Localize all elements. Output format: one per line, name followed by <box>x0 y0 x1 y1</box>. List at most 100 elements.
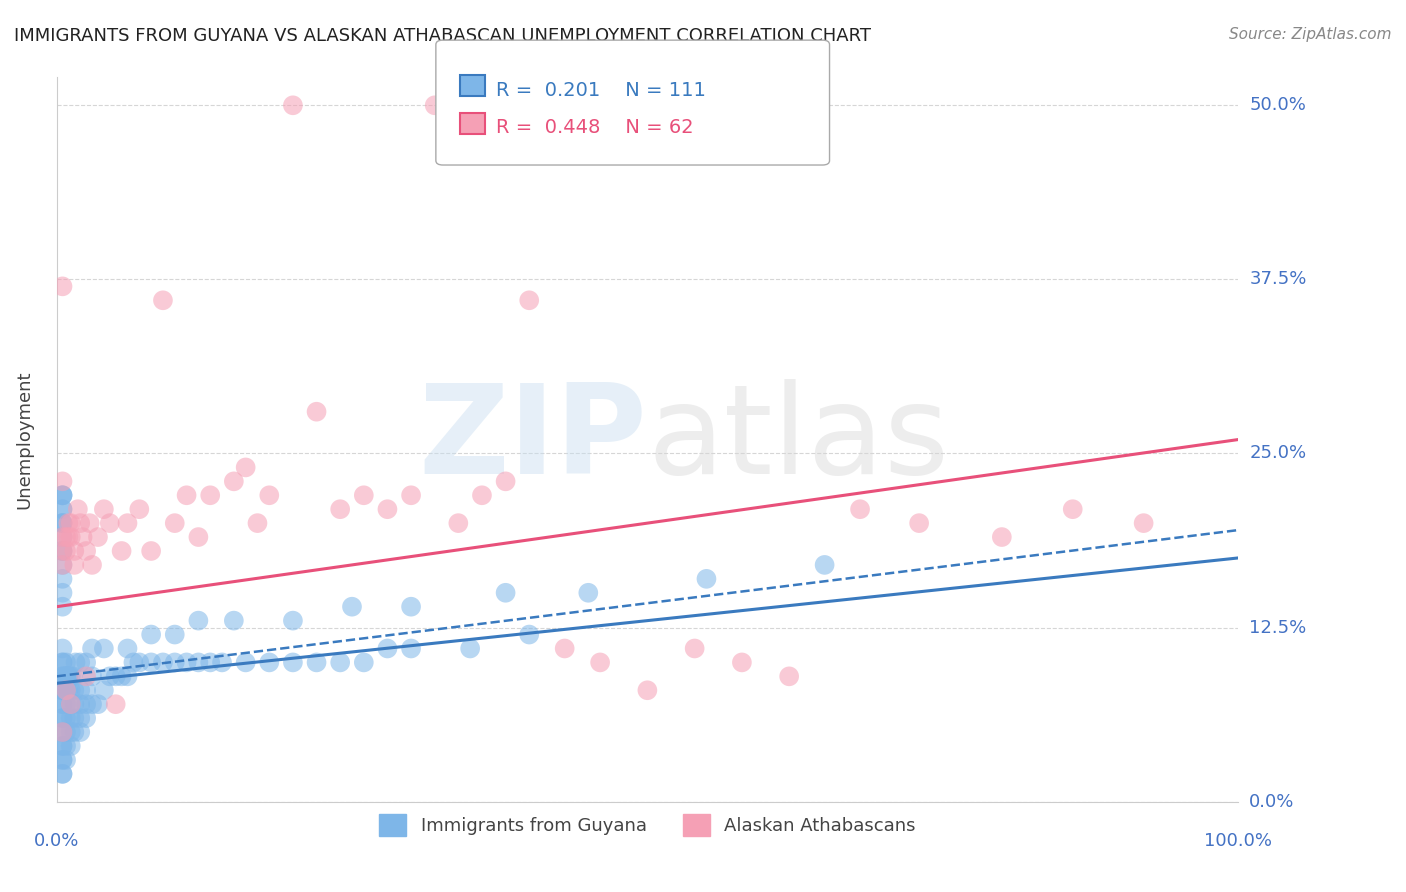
Point <box>63 725 86 739</box>
Point <box>51 586 73 600</box>
Point <box>98 669 121 683</box>
Point <box>51 516 73 530</box>
Point <box>51 739 73 753</box>
Point <box>55 697 77 711</box>
Point <box>93 641 115 656</box>
Point <box>495 586 517 600</box>
Point <box>87 530 110 544</box>
Point <box>471 488 494 502</box>
Point <box>51 544 73 558</box>
Point <box>58 530 80 544</box>
Point <box>93 502 115 516</box>
Point <box>51 725 73 739</box>
Point <box>59 530 82 544</box>
Point <box>80 641 103 656</box>
Point <box>51 530 73 544</box>
Point <box>139 627 162 641</box>
Point <box>58 683 80 698</box>
Point <box>59 683 82 698</box>
Point <box>51 683 73 698</box>
Point <box>222 614 245 628</box>
Point <box>51 530 73 544</box>
Point <box>55 725 77 739</box>
Point <box>59 697 82 711</box>
Point <box>259 656 281 670</box>
Point <box>187 614 209 628</box>
Point <box>79 516 101 530</box>
Point <box>63 683 86 698</box>
Point <box>187 656 209 670</box>
Text: 100.0%: 100.0% <box>1204 832 1272 850</box>
Text: IMMIGRANTS FROM GUYANA VS ALASKAN ATHABASCAN UNEMPLOYMENT CORRELATION CHART: IMMIGRANTS FROM GUYANA VS ALASKAN ATHABA… <box>14 27 872 45</box>
Point <box>51 279 73 293</box>
Point <box>139 656 162 670</box>
Text: 25.0%: 25.0% <box>1250 444 1306 462</box>
Point <box>63 711 86 725</box>
Point <box>75 711 97 725</box>
Point <box>176 488 198 502</box>
Point <box>51 488 73 502</box>
Point <box>51 697 73 711</box>
Text: atlas: atlas <box>647 379 949 500</box>
Point <box>55 683 77 698</box>
Point <box>51 739 73 753</box>
Point <box>152 656 174 670</box>
Point <box>305 656 328 670</box>
Point <box>163 627 186 641</box>
Point <box>110 669 132 683</box>
Point <box>731 656 754 670</box>
Point <box>51 516 73 530</box>
Point <box>163 516 186 530</box>
Point <box>128 656 150 670</box>
Point <box>259 488 281 502</box>
Point <box>55 669 77 683</box>
Point <box>246 516 269 530</box>
Point <box>399 641 422 656</box>
Point <box>66 502 89 516</box>
Point <box>59 725 82 739</box>
Point <box>69 697 91 711</box>
Point <box>695 572 717 586</box>
Point <box>80 697 103 711</box>
Point <box>329 502 352 516</box>
Point <box>51 697 73 711</box>
Point <box>122 656 145 670</box>
Point <box>72 530 94 544</box>
Point <box>110 544 132 558</box>
Point <box>59 669 82 683</box>
Point <box>447 516 470 530</box>
Point <box>51 669 73 683</box>
Text: R =  0.448    N = 62: R = 0.448 N = 62 <box>496 118 695 137</box>
Point <box>55 530 77 544</box>
Point <box>75 656 97 670</box>
Point <box>75 697 97 711</box>
Point <box>211 656 233 670</box>
Point <box>69 656 91 670</box>
Point <box>554 641 576 656</box>
Point <box>353 488 375 502</box>
Point <box>340 599 363 614</box>
Point <box>51 711 73 725</box>
Point <box>69 725 91 739</box>
Text: 37.5%: 37.5% <box>1250 270 1306 288</box>
Point <box>51 683 73 698</box>
Point <box>991 530 1014 544</box>
Point <box>187 530 209 544</box>
Point <box>75 669 97 683</box>
Point <box>117 669 139 683</box>
Point <box>80 669 103 683</box>
Point <box>62 669 84 683</box>
Y-axis label: Unemployment: Unemployment <box>15 370 32 508</box>
Point <box>55 656 77 670</box>
Point <box>55 683 77 698</box>
Point <box>98 516 121 530</box>
Point <box>80 558 103 572</box>
Point <box>51 711 73 725</box>
Point <box>63 544 86 558</box>
Point <box>377 641 399 656</box>
Point <box>51 599 73 614</box>
Point <box>176 656 198 670</box>
Point <box>51 558 73 572</box>
Point <box>51 544 73 558</box>
Point <box>59 711 82 725</box>
